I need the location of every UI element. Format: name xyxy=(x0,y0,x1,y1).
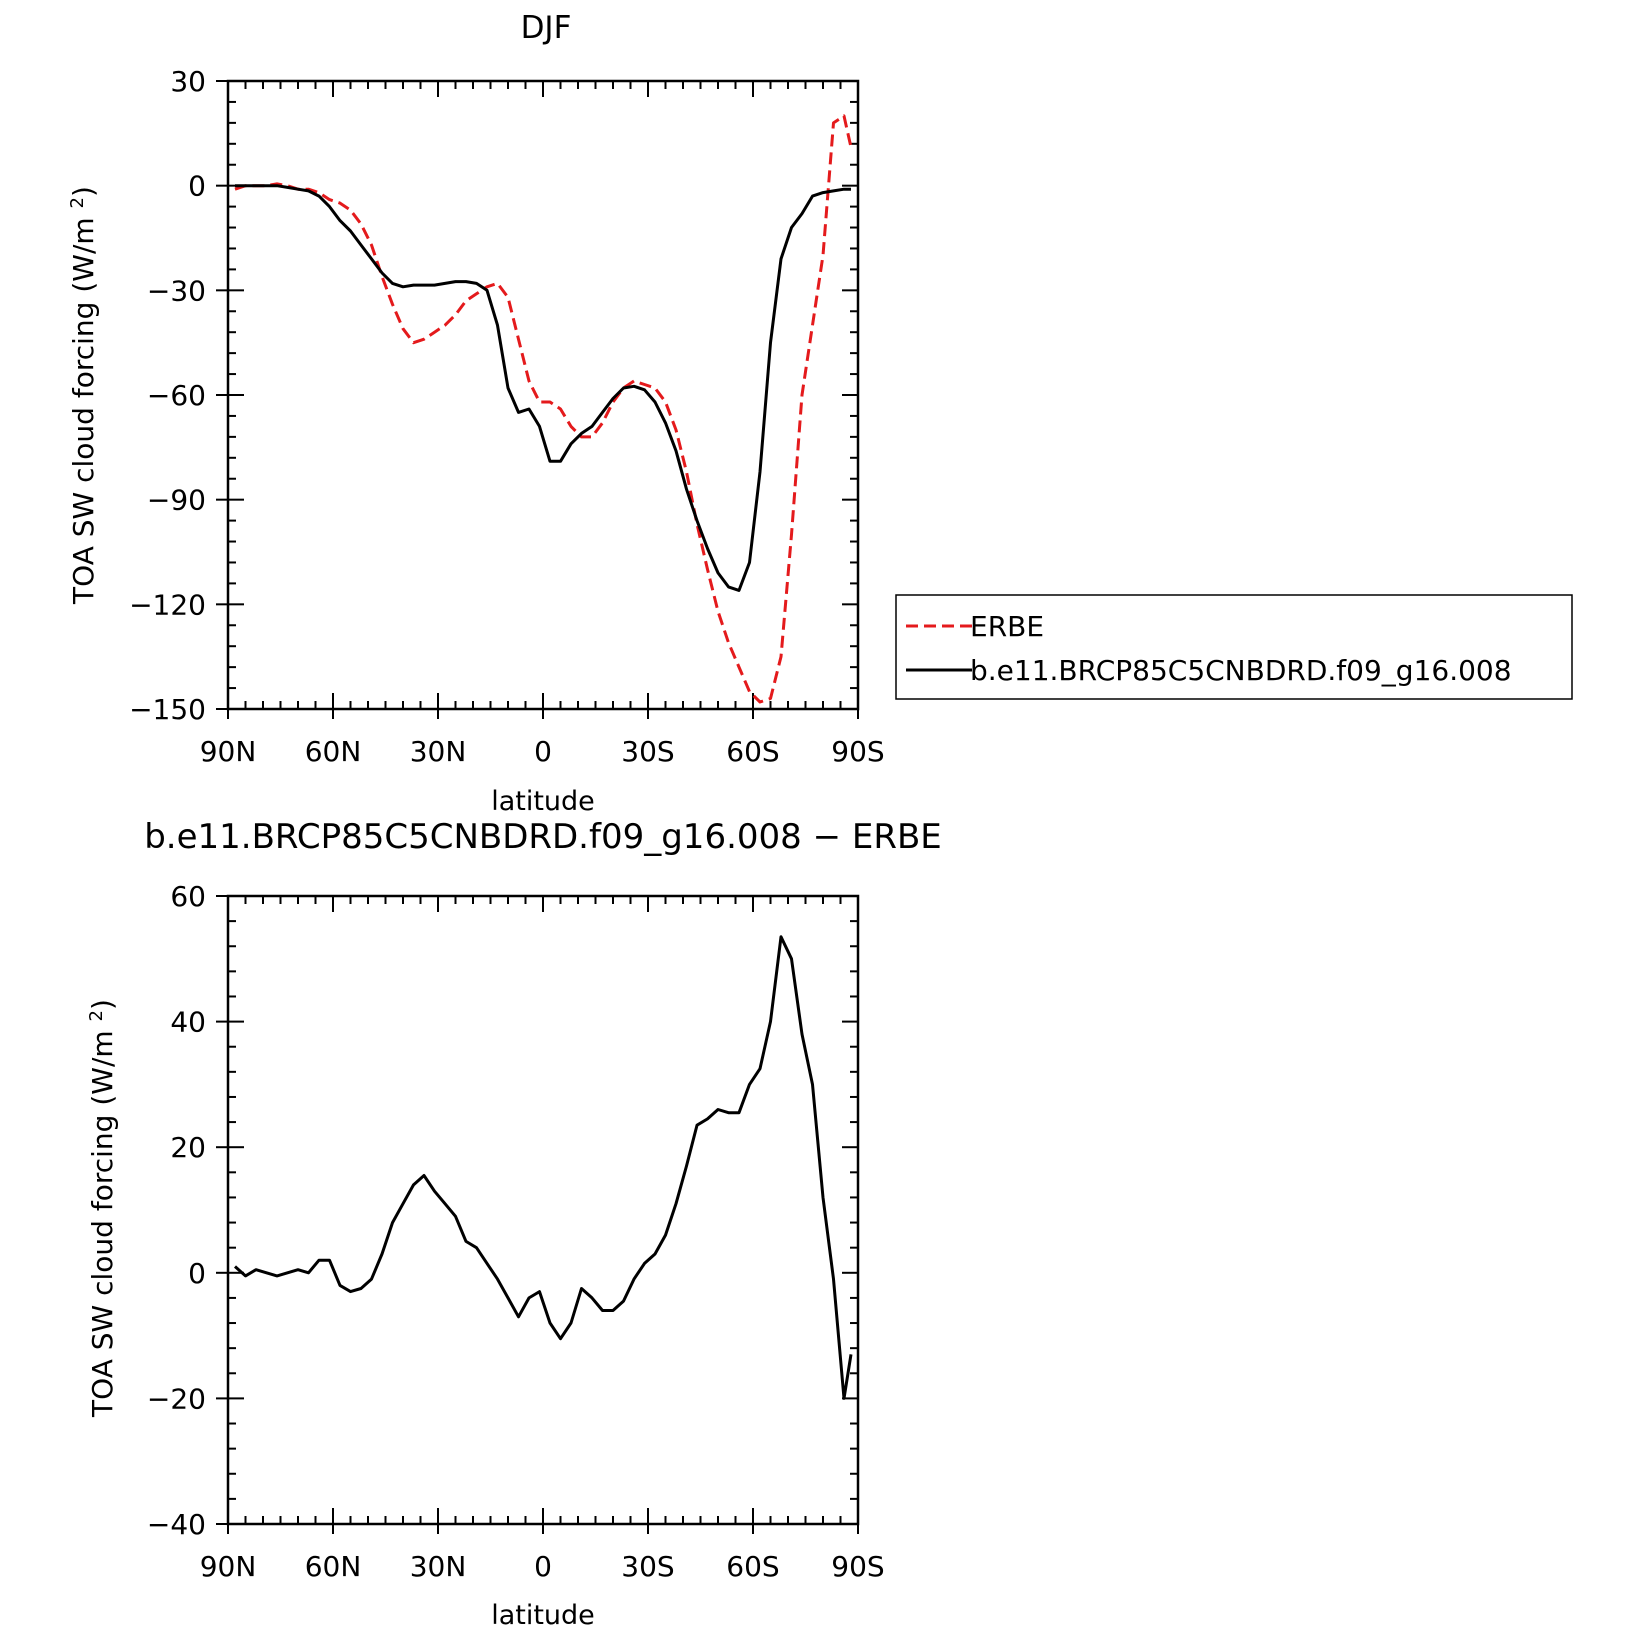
top-x-tick-label: 90S xyxy=(831,735,884,768)
bottom-x-tick-label: 90N xyxy=(200,1550,257,1583)
bottom-y-tick-label: 60 xyxy=(170,880,206,913)
top-x-tick-label: 30S xyxy=(621,735,674,768)
top-y-axis-label-suffix: ) xyxy=(67,186,100,197)
bottom-axes-frame xyxy=(226,894,860,1526)
top-y-tick-label: −150 xyxy=(129,693,206,726)
top-y-tick-label: −30 xyxy=(147,274,206,307)
bottom-x-tick-label: 30S xyxy=(621,1550,674,1583)
top-x-axis-label: latitude xyxy=(491,786,595,817)
panel-bottom: b.e11.BRCP85C5CNBDRD.f09_g16.008 − ERBE … xyxy=(86,817,942,1631)
top-x-tick-label: 90N xyxy=(200,735,257,768)
top-y-tick-label: −90 xyxy=(147,484,206,517)
top-x-tick-label: 0 xyxy=(534,735,552,768)
bottom-y-axis-label-superscript: 2 xyxy=(86,1010,107,1021)
top-series-line-model xyxy=(235,184,851,592)
top-y-tick-label: −60 xyxy=(147,379,206,412)
panel-top: DJF 90N 60N 30N 0 30S 60S 90S 30 0 −30 −60 −90 −120 −… xyxy=(67,10,885,817)
bottom-series-line-difference xyxy=(233,935,853,1400)
top-series-line-erbe xyxy=(234,114,853,704)
bottom-x-tick-label: 30N xyxy=(410,1550,467,1583)
bottom-plot-area: 90N 60N 30N 0 30S 60S 90S 60 40 20 0 −20 −40 xyxy=(147,880,885,1583)
top-y-tick-label: 30 xyxy=(170,65,206,98)
top-title: DJF xyxy=(521,10,572,46)
bottom-x-axis-label: latitude xyxy=(491,1600,595,1631)
top-y-axis-label-text: TOA SW cloud forcing (W/m xyxy=(67,217,100,605)
bottom-y-tick-label: −40 xyxy=(147,1508,206,1541)
bottom-x-tick-label: 60S xyxy=(726,1550,779,1583)
bottom-y-axis-label: TOA SW cloud forcing (W/m 2) xyxy=(86,999,120,1418)
bottom-x-tick-label: 60N xyxy=(305,1550,362,1583)
top-x-tick-label: 60S xyxy=(726,735,779,768)
bottom-y-tick-label: 40 xyxy=(170,1006,206,1039)
legend-model-label: b.e11.BRCP85C5CNBDRD.f09_g16.008 xyxy=(970,654,1512,687)
top-x-tick-label: 60N xyxy=(305,735,362,768)
top-y-tick-label: −120 xyxy=(129,588,206,621)
legend-erbe-label: ERBE xyxy=(970,610,1044,643)
bottom-x-tick-label: 0 xyxy=(534,1550,552,1583)
bottom-y-axis-label-text: TOA SW cloud forcing (W/m xyxy=(86,1030,119,1418)
top-plot-area: 90N 60N 30N 0 30S 60S 90S 30 0 −30 −60 −90 −120 −150 xyxy=(129,65,885,768)
legend: ERBE b.e11.BRCP85C5CNBDRD.f09_g16.008 xyxy=(895,594,1573,700)
top-x-tick-label: 30N xyxy=(410,735,467,768)
top-axes-frame xyxy=(226,79,860,711)
bottom-x-tick-label: 90S xyxy=(831,1550,884,1583)
bottom-y-tick-label: 20 xyxy=(170,1131,206,1164)
bottom-y-tick-label: 0 xyxy=(188,1257,206,1290)
bottom-y-tick-label: −20 xyxy=(147,1382,206,1415)
top-y-axis-label: TOA SW cloud forcing (W/m 2) xyxy=(67,186,101,605)
top-y-tick-label: 0 xyxy=(188,170,206,203)
top-y-axis-label-superscript: 2 xyxy=(67,197,88,208)
legend-box xyxy=(895,594,1573,700)
bottom-y-axis-label-suffix: ) xyxy=(86,999,119,1010)
bottom-title: b.e11.BRCP85C5CNBDRD.f09_g16.008 − ERBE xyxy=(144,817,942,857)
